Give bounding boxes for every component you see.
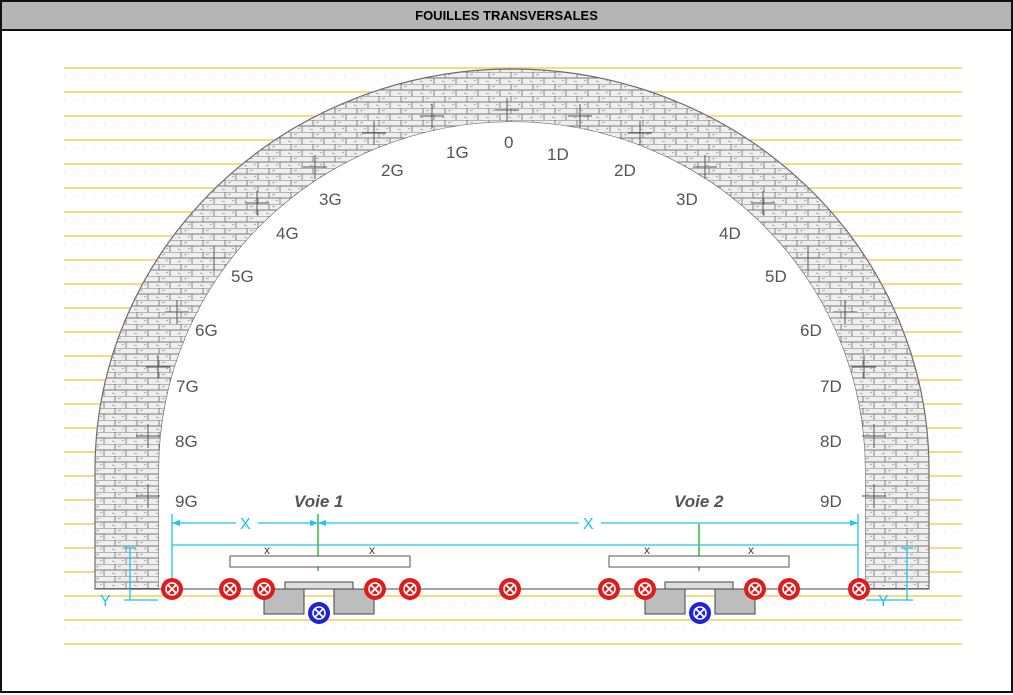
marker-red-6 xyxy=(499,578,521,600)
sleeper-voie-1 xyxy=(229,555,411,568)
marker-red-3 xyxy=(253,578,275,600)
y-dimension-right xyxy=(866,547,913,601)
small-x-1: x xyxy=(264,543,270,557)
point-label-left-2: 2G xyxy=(381,161,404,180)
point-label-right-9: 9D xyxy=(820,492,842,511)
tick-left-4 xyxy=(245,191,269,215)
tick-left-1 xyxy=(420,104,444,128)
point-label-left-7: 7G xyxy=(176,377,199,396)
marker-red-11 xyxy=(848,578,870,600)
point-label-right-2: 2D xyxy=(614,161,636,180)
dimension-x-left: X xyxy=(240,516,251,533)
sleeper-voie-2 xyxy=(608,555,790,568)
point-label-left-5: 5G xyxy=(231,267,254,286)
marker-red-2 xyxy=(219,578,241,600)
point-label-right-8: 8D xyxy=(820,432,842,451)
tick-right-5 xyxy=(796,246,820,270)
point-label-left-6: 6G xyxy=(195,321,218,340)
tick-left-9 xyxy=(136,484,160,508)
track-label-voie-2: Voie 2 xyxy=(674,492,724,511)
point-label-right-1: 1D xyxy=(547,145,569,164)
tick-left-3 xyxy=(303,155,327,179)
y-dimension-left xyxy=(124,547,158,601)
point-label-right-4: 4D xyxy=(719,224,741,243)
marker-red-8 xyxy=(634,578,656,600)
marker-red-7 xyxy=(598,578,620,600)
measurement-point-labels: 1G 2G 3G 4G 5G 6G 7G 8G 9G 1D 2D 3D 4D 5D 6D 7D 8D 9D xyxy=(175,143,842,511)
tick-left-2 xyxy=(362,121,386,145)
marker-red-9 xyxy=(744,578,766,600)
small-x-3: x xyxy=(644,543,650,557)
small-x-2: x xyxy=(369,543,375,557)
marker-blue-2 xyxy=(689,602,711,624)
small-x-4: x xyxy=(748,543,754,557)
x-label-bg-2 xyxy=(579,513,601,531)
tick-right-8 xyxy=(862,424,886,448)
page-title: FOUILLES TRANSVERSALES xyxy=(415,8,598,23)
marker-red-1 xyxy=(161,578,183,600)
point-label-left-4: 4G xyxy=(276,224,299,243)
track-label-voie-1: Voie 1 xyxy=(294,492,343,511)
tick-right-3 xyxy=(693,155,717,179)
title-bar: FOUILLES TRANSVERSALES xyxy=(2,2,1011,31)
dimension-y-left: Y xyxy=(100,593,111,610)
marker-blue-1 xyxy=(308,602,330,624)
point-label-left-3: 3G xyxy=(319,190,342,209)
point-label-crown: 0 xyxy=(504,133,513,152)
marker-red-5 xyxy=(399,578,421,600)
tunnel-interior xyxy=(159,122,865,589)
x-label-bg-1 xyxy=(236,513,258,531)
point-label-right-3: 3D xyxy=(676,190,698,209)
tick-left-6 xyxy=(165,300,189,324)
tick-right-2 xyxy=(628,121,652,145)
marker-red-10 xyxy=(778,578,800,600)
point-label-right-7: 7D xyxy=(820,377,842,396)
tick-right-1 xyxy=(568,104,592,128)
dimension-x-right: X xyxy=(583,516,594,533)
tick-right-9 xyxy=(862,484,886,508)
crown-tick xyxy=(495,98,519,122)
tick-right-7 xyxy=(852,355,876,379)
measurement-ticks xyxy=(136,98,886,508)
point-label-left-8: 8G xyxy=(175,432,198,451)
tick-left-7 xyxy=(146,355,170,379)
tick-left-5 xyxy=(202,246,226,270)
tick-right-4 xyxy=(751,191,775,215)
point-label-right-5: 5D xyxy=(765,267,787,286)
marker-red-4 xyxy=(364,578,386,600)
point-label-left-1: 1G xyxy=(446,143,469,162)
point-label-left-9: 9G xyxy=(175,492,198,511)
tick-left-8 xyxy=(136,424,160,448)
point-label-right-6: 6D xyxy=(800,321,822,340)
tick-right-6 xyxy=(833,300,857,324)
markers xyxy=(161,578,870,624)
dimension-y-right: Y xyxy=(878,593,889,610)
